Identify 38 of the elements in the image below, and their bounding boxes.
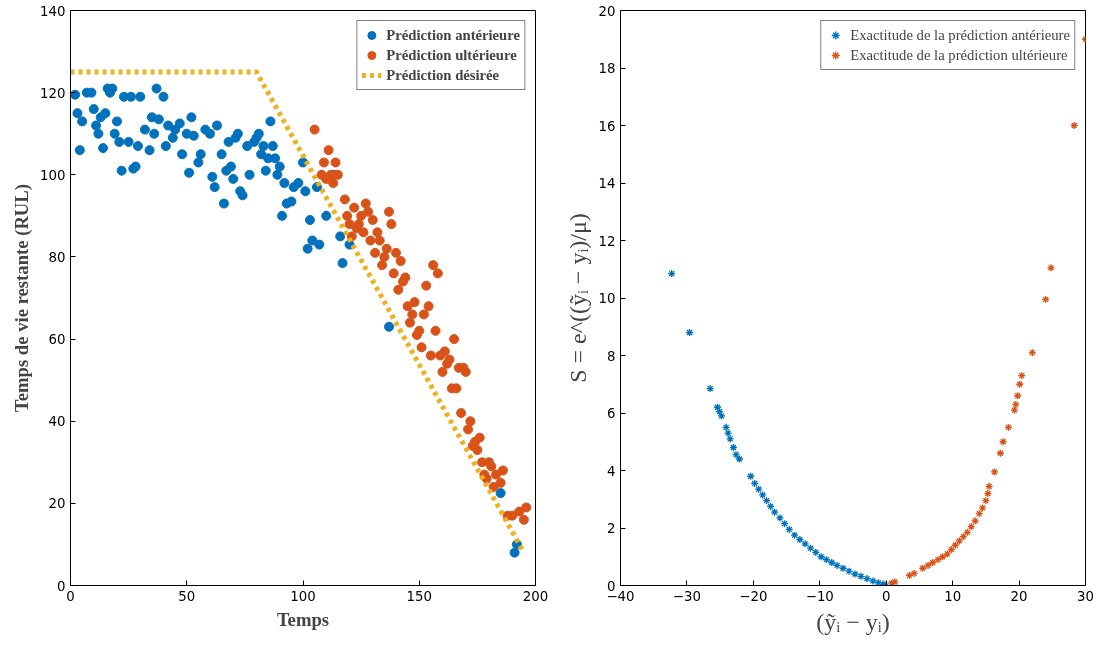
x-tick-label: −20 bbox=[739, 588, 768, 604]
x-axis-title: (ỹᵢ − yᵢ) bbox=[816, 608, 890, 635]
x-tick-label: 150 bbox=[406, 588, 432, 604]
x-tick-label: 200 bbox=[522, 588, 549, 604]
x-tick-label: 0 bbox=[881, 588, 891, 604]
y-tick-label: 2 bbox=[607, 521, 616, 536]
x-tick-label: −10 bbox=[805, 588, 834, 604]
x-tick-label: −30 bbox=[672, 588, 702, 604]
y-tick-label: 0 bbox=[57, 578, 66, 594]
legend-label: Exactitude de la prédiction ultérieure bbox=[850, 46, 1068, 64]
y-tick-label: 80 bbox=[48, 249, 66, 265]
x-tick-label: 10 bbox=[944, 588, 962, 604]
y-tick-label: 18 bbox=[598, 61, 616, 76]
y-tick-label: 40 bbox=[48, 414, 66, 430]
y-tick-label: 6 bbox=[607, 406, 616, 421]
x-tick-label: 20 bbox=[1010, 588, 1028, 604]
y-axis-title: Temps de vie restante (RUL) bbox=[11, 183, 34, 412]
y-tick-label: 20 bbox=[48, 496, 66, 512]
legend-label: Prédiction ultérieure bbox=[386, 46, 517, 64]
y-tick-label: 120 bbox=[40, 85, 66, 101]
y-tick-label: 140 bbox=[40, 3, 66, 19]
y-tick-label: 8 bbox=[607, 348, 616, 364]
x-tick-label: 100 bbox=[290, 588, 316, 604]
y-tick-label: 12 bbox=[598, 233, 616, 249]
y-tick-label: 20 bbox=[598, 3, 616, 19]
y-axis-title: S = e^((ỹᵢ − yᵢ)/μ) bbox=[564, 213, 591, 383]
x-axis-title: Temps bbox=[276, 608, 330, 630]
legend-label: Exactitude de la prédiction antérieure bbox=[850, 26, 1070, 44]
legend-label: Prédiction désirée bbox=[386, 66, 500, 84]
y-tick-label: 100 bbox=[40, 167, 66, 183]
y-tick-label: 60 bbox=[48, 332, 66, 348]
x-tick-label: 50 bbox=[178, 588, 196, 604]
y-tick-label: 14 bbox=[598, 176, 616, 191]
y-tick-label: 4 bbox=[607, 463, 616, 479]
x-tick-label: 30 bbox=[1077, 588, 1094, 604]
y-tick-label: 16 bbox=[598, 118, 616, 134]
y-tick-label: 10 bbox=[598, 291, 616, 306]
legend-label: Prédiction antérieure bbox=[386, 26, 520, 44]
